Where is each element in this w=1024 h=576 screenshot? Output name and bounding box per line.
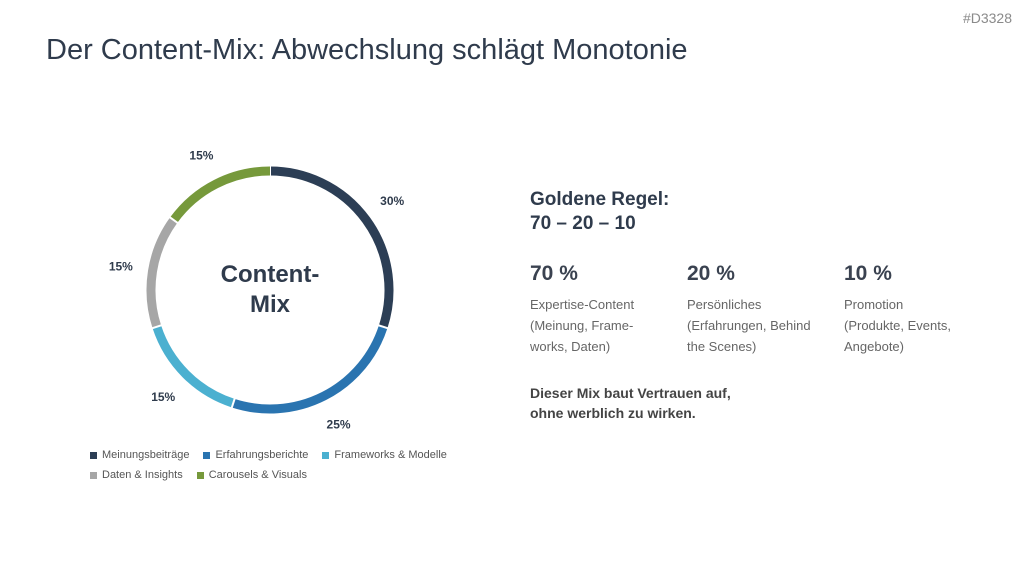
summary-line-2: ohne werblich zu wirken. (530, 405, 696, 421)
legend-swatch (90, 451, 97, 459)
donut-label-meinungsbeitr-ge: 30% (380, 194, 404, 208)
golden-rule-heading: Goldene Regel: 70 – 20 – 10 (530, 188, 669, 236)
donut-label-daten-insights: 15% (109, 259, 133, 273)
rule-columns: 70 % Expertise-Content (Meinung, Frame-w… (530, 262, 1001, 357)
legend-swatch (203, 451, 211, 459)
donut-center-label: Content- Mix (200, 260, 340, 320)
donut-svg: 30% 25% 15% 15% 15% (109, 148, 405, 432)
golden-rule-line-2: 70 – 20 – 10 (530, 213, 636, 234)
donut-slice-separator (151, 324, 163, 330)
golden-rule-line-1: Goldene Regel: (530, 189, 670, 210)
legend-label: Daten & Insights (102, 469, 183, 481)
donut-slice-daten-insights (146, 217, 178, 329)
donut-slice-meinungsbeitr-ge (269, 166, 394, 329)
summary-line-1: Dieser Mix baut Vertrauen auf, (530, 385, 731, 401)
legend-swatch (196, 471, 204, 479)
legend-label: Meinungsbeiträge (102, 449, 190, 461)
center-line-1: Content- (220, 261, 320, 288)
donut-slice-separator (377, 324, 389, 330)
legend-item-erfahrungsberichte: Erfahrungsberichte (203, 449, 308, 461)
donut-slice-separator (168, 216, 179, 225)
column-label: Persönliches (687, 297, 762, 312)
donut-label-frameworks-modelle: 15% (151, 390, 175, 404)
legend-item-daten: Daten & Insights (90, 469, 183, 481)
legend-label: Frameworks & Modelle (334, 449, 447, 461)
legend-row-1: Meinungsbeiträge Erfahrungsberichte Fram… (90, 445, 490, 465)
column-persoenliches: 20 % Persönliches (Erfahrungen, Behind t… (687, 262, 844, 357)
column-value: 10 % (844, 262, 892, 285)
legend-item-carousels: Carousels & Visuals (196, 469, 307, 481)
donut-label-erfahrungsberichte: 25% (327, 418, 351, 432)
column-detail: (Erfahrungen, Behind the Scenes) (687, 318, 811, 354)
legend-swatch (322, 451, 330, 459)
column-promotion: 10 % Promotion (Produkte, Events, Angebo… (844, 262, 1001, 357)
donut-slice-frameworks-modelle (152, 325, 235, 408)
donut-label-carousels-visuals: 15% (189, 148, 213, 162)
column-detail: (Produkte, Events, Angebote) (844, 318, 951, 354)
slide-id: #D3328 (962, 10, 1012, 26)
column-value: 70 % (530, 262, 578, 285)
legend-label: Carousels & Visuals (208, 469, 307, 481)
legend-label: Erfahrungsberichte (215, 449, 309, 461)
legend-row-2: Daten & Insights Carousels & Visuals (90, 465, 490, 485)
column-label: Promotion (844, 297, 904, 312)
donut-chart: 30% 25% 15% 15% 15% Content- Mix (100, 148, 440, 432)
center-line-2: Mix (249, 291, 290, 318)
column-expertise: 70 % Expertise-Content (Meinung, Frame-w… (530, 262, 687, 357)
slide-title: Der Content-Mix: Abwechslung schlägt Mon… (46, 34, 688, 66)
column-value: 20 % (687, 262, 735, 285)
legend-item-meinungsbeitraege: Meinungsbeiträge (90, 449, 189, 461)
legend-swatch (90, 471, 97, 479)
column-label: Expertise-Content (530, 297, 635, 312)
donut-slice-carousels-visuals (170, 166, 271, 223)
donut-slice-erfahrungsberichte (231, 325, 388, 414)
column-detail: (Meinung, Frame-works, Daten) (530, 318, 634, 354)
chart-legend: Meinungsbeiträge Erfahrungsberichte Fram… (90, 445, 490, 485)
legend-item-frameworks: Frameworks & Modelle (322, 449, 447, 461)
summary-text: Dieser Mix baut Vertrauen auf, ohne werb… (530, 383, 790, 423)
donut-slice-separator (230, 397, 236, 409)
